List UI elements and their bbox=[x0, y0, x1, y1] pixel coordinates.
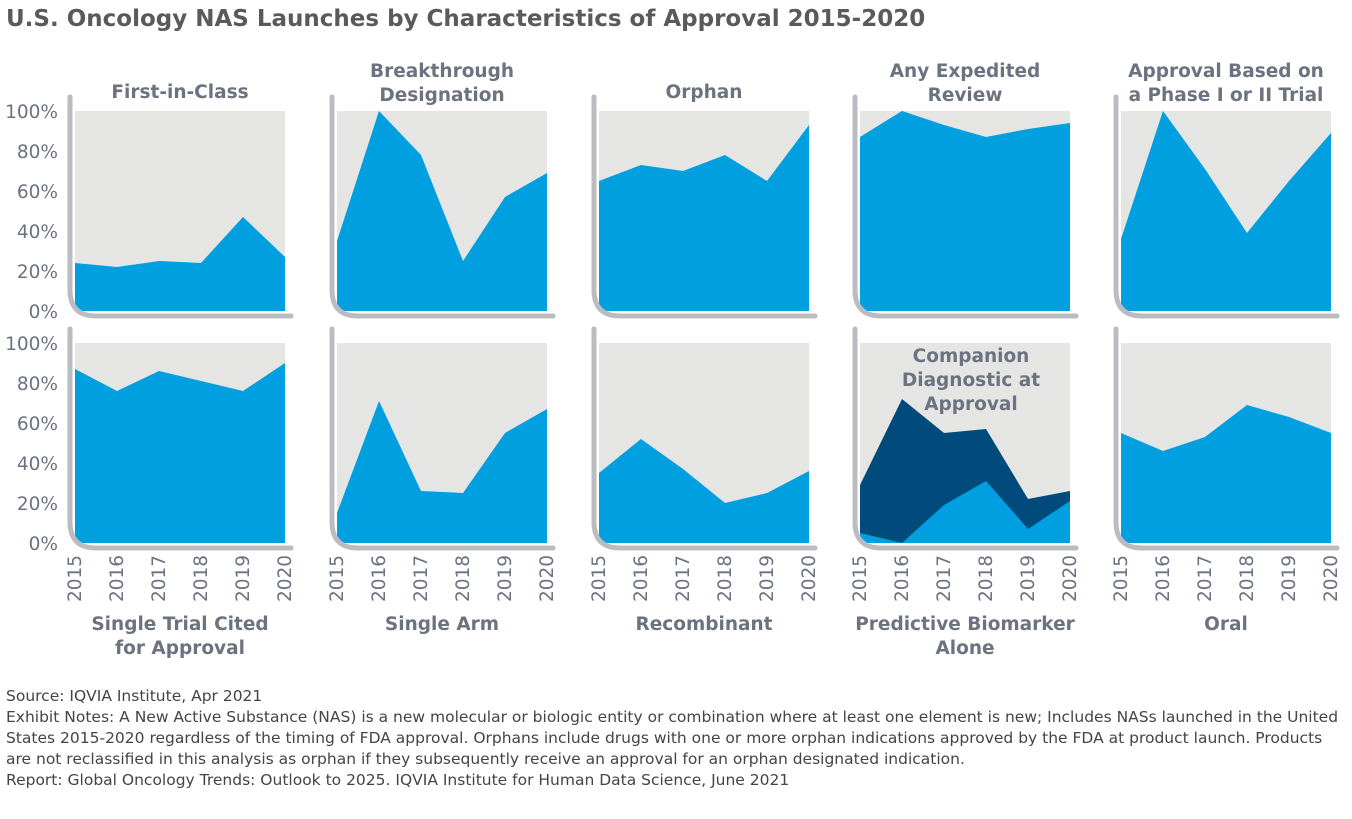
x-tick-label: 2017 bbox=[149, 555, 170, 602]
x-tick-label: 2017 bbox=[411, 555, 432, 602]
x-tick-label: 2018 bbox=[191, 555, 212, 602]
y-tick-label: 60% bbox=[17, 414, 58, 435]
panel-title: First-in-Class bbox=[111, 82, 248, 103]
small-multiples-area-chart: 100% 80% 60% 40% 20% 0% 100% 80% 60% 40% 20% 0% Firs… bbox=[5, 61, 1342, 659]
series-area bbox=[337, 401, 547, 543]
y-tick-label: 20% bbox=[17, 494, 58, 515]
panel-title: Alone bbox=[935, 638, 994, 659]
series-area bbox=[75, 363, 285, 543]
x-tick-label: 2015 bbox=[65, 555, 86, 602]
x-tick-label: 2016 bbox=[107, 555, 128, 602]
panel-title: a Phase I or II Trial bbox=[1129, 85, 1324, 106]
x-tick-label: 2017 bbox=[934, 555, 955, 602]
y-tick-label: 80% bbox=[17, 142, 58, 163]
series-area bbox=[1121, 405, 1331, 543]
panel-title: Oral bbox=[1204, 614, 1248, 635]
x-tick-label: 2018 bbox=[715, 555, 736, 602]
y-tick-label: 0% bbox=[29, 302, 58, 323]
panel-title: Any Expedited bbox=[890, 61, 1041, 82]
x-tick-label: 2019 bbox=[1018, 555, 1039, 602]
source-note: Source: IQVIA Institute, Apr 2021 bbox=[6, 687, 263, 705]
x-tick-label: 2019 bbox=[757, 555, 778, 602]
series-area bbox=[860, 111, 1070, 311]
y-tick-label: 80% bbox=[17, 374, 58, 395]
series-area bbox=[599, 125, 809, 311]
axis-line bbox=[591, 94, 818, 319]
page-title: U.S. Oncology NAS Launches by Characteri… bbox=[6, 6, 926, 32]
x-tick-label: 2015 bbox=[327, 555, 348, 602]
series-area bbox=[75, 217, 285, 311]
series-area bbox=[1121, 111, 1331, 311]
exhibit-note: Exhibit Notes: A New Active Substance (N… bbox=[6, 708, 1339, 768]
x-tick-label: 2016 bbox=[892, 555, 913, 602]
y-tick-label: 60% bbox=[17, 182, 58, 203]
x-tick-label: 2019 bbox=[1279, 555, 1300, 602]
x-tick-label: 2016 bbox=[369, 555, 390, 602]
x-tick-label: 2020 bbox=[799, 555, 820, 602]
axis-line bbox=[1113, 326, 1340, 551]
y-tick-label: 100% bbox=[5, 102, 58, 123]
x-tick-label: 2017 bbox=[1195, 555, 1216, 602]
x-tick-label: 2019 bbox=[495, 555, 516, 602]
axis-line bbox=[852, 94, 1079, 319]
overlay-series-label: Companion bbox=[913, 346, 1030, 367]
x-tick-label: 2016 bbox=[1153, 555, 1174, 602]
x-tick-label: 2016 bbox=[631, 555, 652, 602]
axis-line bbox=[67, 94, 294, 319]
y-tick-label: 40% bbox=[17, 222, 58, 243]
axis-line bbox=[329, 94, 556, 319]
axis-line bbox=[591, 326, 818, 551]
panel-title: Single Arm bbox=[385, 614, 499, 635]
panel-title: Recombinant bbox=[636, 614, 773, 635]
panel-title: Single Trial Cited bbox=[91, 614, 268, 635]
x-tick-label: 2020 bbox=[275, 555, 296, 602]
panel-title: for Approval bbox=[115, 638, 245, 659]
panel-title: Breakthrough bbox=[370, 61, 514, 82]
x-tick-label: 2019 bbox=[233, 555, 254, 602]
overlay-series-label: Diagnostic at bbox=[902, 370, 1040, 391]
x-tick-label: 2015 bbox=[850, 555, 871, 602]
report-note: Report: Global Oncology Trends: Outlook … bbox=[6, 771, 790, 789]
series-area bbox=[860, 481, 1070, 543]
series-area bbox=[599, 439, 809, 543]
axis-line bbox=[329, 326, 556, 551]
y-tick-label: 20% bbox=[17, 262, 58, 283]
panel-title: Designation bbox=[379, 85, 504, 106]
x-tick-label: 2015 bbox=[1111, 555, 1132, 602]
x-tick-label: 2018 bbox=[1237, 555, 1258, 602]
panel-title: Orphan bbox=[666, 82, 743, 103]
y-tick-label: 40% bbox=[17, 454, 58, 475]
x-tick-label: 2018 bbox=[976, 555, 997, 602]
y-tick-label: 100% bbox=[5, 334, 58, 355]
panel-title: Review bbox=[928, 85, 1003, 106]
y-tick-label: 0% bbox=[29, 534, 58, 555]
x-tick-label: 2017 bbox=[673, 555, 694, 602]
x-tick-label: 2018 bbox=[453, 555, 474, 602]
panel-title: Predictive Biomarker bbox=[855, 614, 1075, 635]
overlay-series-label: Approval bbox=[924, 394, 1018, 415]
axis-line bbox=[852, 326, 1079, 551]
x-tick-label: 2020 bbox=[1321, 555, 1342, 602]
axis-line bbox=[67, 326, 294, 551]
series-area bbox=[337, 111, 547, 311]
x-tick-label: 2020 bbox=[537, 555, 558, 602]
x-tick-label: 2015 bbox=[589, 555, 610, 602]
panel-title: Approval Based on bbox=[1128, 61, 1324, 82]
x-tick-label: 2020 bbox=[1060, 555, 1081, 602]
axis-line bbox=[1113, 94, 1340, 319]
notes-block: Source: IQVIA Institute, Apr 2021 Exhibi… bbox=[6, 686, 1346, 791]
overlay-series-area bbox=[860, 399, 1070, 543]
